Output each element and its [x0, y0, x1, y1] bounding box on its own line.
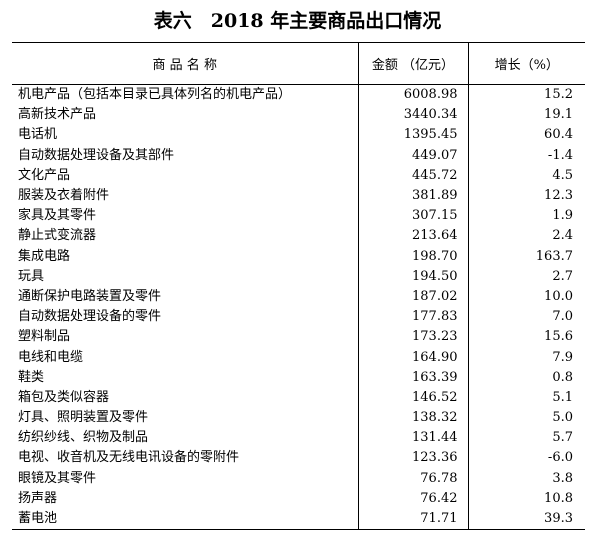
table-cell: 213.64 [357, 226, 468, 247]
table-cell: 眼镜及其零件 [18, 470, 97, 486]
table-cell: 7.0 [467, 307, 585, 328]
table-cell: 76.42 [357, 488, 468, 509]
table-cell: 177.83 [357, 307, 468, 328]
table-cell: 131.44 [357, 428, 468, 449]
table-cell: 445.72 [357, 165, 468, 186]
table-cell: 138.32 [357, 408, 468, 429]
table-row: 灯具、照明装置及零件 138.32 5.0 [12, 408, 585, 429]
table-cell: 电线和电缆 [18, 349, 84, 365]
table-cell: 2.7 [467, 266, 585, 287]
table-cell: 灯具、照明装置及零件 [18, 410, 149, 426]
header-row: 商 品 名 称金额 （亿元） 增长（%） [12, 42, 585, 85]
table-cell: 扬声器 [18, 490, 58, 506]
table-row: 自动数据处理设备及其部件 449.07 -1.4 [12, 145, 585, 166]
table-cell: 307.15 [357, 206, 468, 227]
table-cell: 电话机 [18, 127, 58, 143]
table-cell: 194.50 [357, 266, 468, 287]
table-cell: 146.52 [357, 387, 468, 408]
table-cell: 文化产品 [18, 167, 71, 183]
table-row: 静止式变流器 213.64 2.4 [12, 226, 585, 247]
column-header: 金额 （亿元） [357, 42, 468, 85]
table-cell: 39.3 [467, 508, 585, 531]
table-row: 眼镜及其零件 76.78 3.8 [12, 468, 585, 489]
table-head: 商 品 名 称金额 （亿元） 增长（%） [12, 42, 585, 85]
table-row: 电视、收音机及无线电讯设备的零附件 123.36 -6.0 [12, 448, 585, 469]
table-row: 塑料制品 173.23 15.6 [12, 327, 585, 348]
table-cell: 玩具 [18, 268, 45, 284]
table-cell: 电视、收音机及无线电讯设备的零附件 [18, 450, 240, 466]
table-cell: 198.70 [357, 246, 468, 267]
table-cell: 箱包及类似容器 [18, 389, 110, 405]
table-row: 家具及其零件 307.15 1.9 [12, 206, 585, 227]
table-cell: 通断保护电路装置及零件 [18, 288, 162, 304]
table-row: 自动数据处理设备的零件 177.83 7.0 [12, 307, 585, 328]
table-row: 电线和电缆 164.90 7.9 [12, 347, 585, 368]
table-row: 鞋类 163.39 0.8 [12, 367, 585, 388]
table-cell: 187.02 [357, 286, 468, 308]
table-cell: 6008.98 [357, 84, 468, 106]
table-row: 玩具 194.50 2.7 [12, 266, 585, 287]
table-cell: 5.1 [467, 387, 585, 408]
table-cell: 7.9 [467, 347, 585, 368]
table-cell: 381.89 [357, 185, 468, 207]
table-cell: 173.23 [357, 327, 468, 348]
table-cell: 自动数据处理设备及其部件 [18, 147, 175, 163]
table-cell: 19.1 [467, 105, 585, 126]
table-row: 纺织纱线、织物及制品 131.44 5.7 [12, 428, 585, 449]
table-cell: 3.8 [467, 468, 585, 489]
table-row: 高新技术产品 3440.34 19.1 [12, 105, 585, 126]
table-cell: 家具及其零件 [18, 208, 97, 224]
table-cell: 163.7 [467, 246, 585, 267]
table-cell: 鞋类 [18, 369, 45, 385]
table-cell: 塑料制品 [18, 329, 71, 345]
table-cell: 5.0 [467, 408, 585, 429]
table-cell: 15.2 [467, 84, 585, 106]
table-row: 电话机 1395.45 60.4 [12, 125, 585, 146]
table-row: 通断保护电路装置及零件 187.02 10.0 [12, 286, 585, 308]
table-cell: 静止式变流器 [18, 228, 97, 244]
table-cell: 123.36 [357, 448, 468, 469]
table-row: 扬声器 76.42 10.8 [12, 488, 585, 509]
table-cell: 高新技术产品 [18, 107, 97, 123]
table-cell: 纺织纱线、织物及制品 [18, 430, 149, 446]
table-row: 文化产品 445.72 4.5 [12, 165, 585, 186]
title: 表六 2018 年主要商品出口情况 [153, 10, 442, 32]
column-header: 增长（%） [467, 42, 585, 85]
export-table: 商 品 名 称金额 （亿元） 增长（%） 机电产品（包括本目录已具体列名的机电产品… [12, 42, 585, 531]
table-cell: 15.6 [467, 327, 585, 348]
table-cell: 自动数据处理设备的零件 [18, 309, 162, 325]
table-cell: -1.4 [467, 145, 585, 166]
table-row: 箱包及类似容器 146.52 5.1 [12, 387, 585, 408]
table-cell: 10.8 [467, 488, 585, 509]
table-cell: 机电产品（包括本目录已具体列名的机电产品） [18, 87, 292, 103]
table-cell: 5.7 [467, 428, 585, 449]
table-body: 机电产品（包括本目录已具体列名的机电产品） 6008.98 15.2 高新技术产品 34… [12, 84, 585, 531]
table-cell: 12.3 [467, 185, 585, 207]
table-cell: 3440.34 [357, 105, 468, 126]
table-cell: 服装及衣着附件 [18, 188, 110, 204]
table-cell: -6.0 [467, 448, 585, 469]
table-cell: 2.4 [467, 226, 585, 247]
table-row: 蓄电池 71.71 39.3 [12, 508, 585, 531]
table-row: 机电产品（包括本目录已具体列名的机电产品） 6008.98 15.2 [12, 84, 585, 106]
table-cell: 164.90 [357, 347, 468, 368]
table-cell: 4.5 [467, 165, 585, 186]
table-cell: 蓄电池 [12, 508, 358, 531]
table-row: 集成电路 198.70 163.7 [12, 246, 585, 267]
table-row: 服装及衣着附件 381.89 12.3 [12, 185, 585, 207]
table-cell: 449.07 [357, 145, 468, 166]
column-header: 商 品 名 称 [12, 42, 358, 85]
table-cell: 1395.45 [357, 125, 468, 146]
table-cell: 集成电路 [18, 248, 71, 264]
table-cell: 76.78 [357, 468, 468, 489]
table-cell: 0.8 [467, 367, 585, 388]
table-cell: 1.9 [467, 206, 585, 227]
table-cell: 163.39 [357, 367, 468, 388]
table-cell: 10.0 [467, 286, 585, 308]
table-cell: 60.4 [467, 125, 585, 146]
table-cell: 71.71 [357, 508, 468, 531]
